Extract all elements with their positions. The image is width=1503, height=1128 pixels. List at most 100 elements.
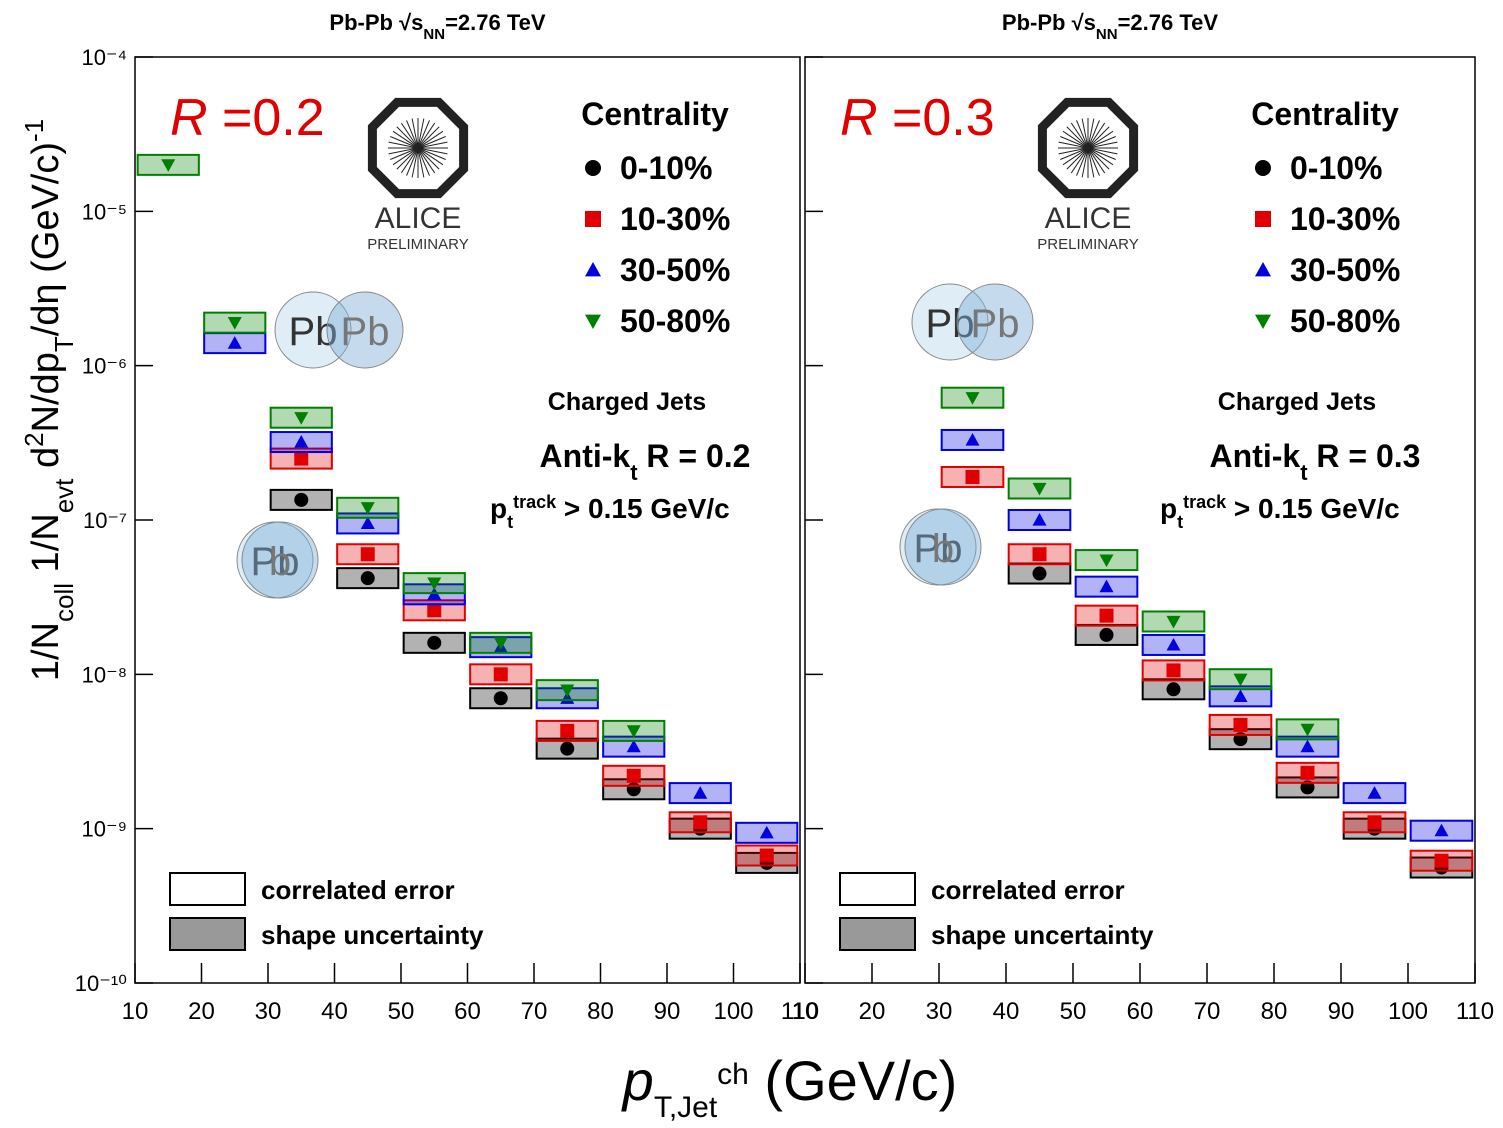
x-tick-label: 110 bbox=[1456, 998, 1494, 1025]
radius-label: R =0.2 bbox=[170, 89, 325, 147]
legend-label: 0-10% bbox=[1290, 150, 1383, 186]
nucleus-label: b bbox=[932, 527, 954, 571]
marker bbox=[1032, 513, 1047, 526]
x-tick-label: 20 bbox=[188, 998, 215, 1025]
x-tick-label: 100 bbox=[1388, 998, 1428, 1025]
marker bbox=[626, 768, 641, 783]
marker bbox=[1032, 566, 1047, 581]
algorithm-part: R = 0.2 bbox=[638, 438, 751, 474]
marker bbox=[965, 432, 980, 446]
track-cut-part: track bbox=[513, 492, 557, 512]
y-axis-label-part: 1/N bbox=[25, 513, 67, 583]
nucleus bbox=[241, 521, 319, 599]
nucleus bbox=[904, 508, 982, 586]
x-tick-label: 80 bbox=[587, 998, 614, 1025]
x-tick-label: 60 bbox=[1127, 998, 1154, 1025]
panel-title-part: NN bbox=[1096, 26, 1118, 43]
nucleus-label: b bbox=[269, 540, 291, 584]
x-tick-label: 40 bbox=[993, 998, 1020, 1025]
error-legend-label: correlated error bbox=[261, 875, 455, 905]
marker bbox=[360, 502, 375, 515]
marker bbox=[161, 159, 176, 172]
marker bbox=[294, 435, 309, 448]
track-cut: pttrack > 0.15 GeV/c bbox=[490, 492, 730, 532]
panel-title: Pb-Pb √sNN=2.76 TeV bbox=[1002, 10, 1218, 43]
y-tick-label: 10⁻⁴ bbox=[81, 45, 127, 70]
marker bbox=[1166, 663, 1181, 678]
marker bbox=[1300, 780, 1315, 795]
x-tick-label: 10 bbox=[792, 998, 819, 1025]
marker bbox=[1099, 608, 1114, 623]
x-tick-label: 70 bbox=[521, 998, 548, 1025]
logo-name: ALICE bbox=[1045, 202, 1132, 235]
marker bbox=[1255, 314, 1271, 329]
algorithm-part: Anti-k bbox=[540, 438, 631, 474]
panel-title-part: =2.76 TeV bbox=[1118, 10, 1219, 35]
track-cut: pttrack > 0.15 GeV/c bbox=[1160, 492, 1400, 532]
legend-label: 10-30% bbox=[620, 201, 730, 237]
radius-label-part: =0.3 bbox=[878, 89, 995, 147]
marker bbox=[493, 667, 508, 682]
marker bbox=[1367, 815, 1382, 830]
y-tick-label: 10⁻⁶ bbox=[82, 354, 127, 379]
y-axis-label-part: coll bbox=[49, 583, 79, 622]
marker bbox=[1233, 673, 1248, 687]
panel-title-part: Pb-Pb √s bbox=[1002, 10, 1096, 35]
error-legend-box bbox=[169, 917, 246, 951]
x-tick-label: 30 bbox=[926, 998, 953, 1025]
x-axis-label-part: p bbox=[621, 1049, 654, 1112]
radius-label: R =0.3 bbox=[840, 89, 995, 147]
marker bbox=[360, 516, 375, 530]
algorithm-part: t bbox=[1300, 460, 1308, 485]
marker bbox=[1166, 682, 1181, 697]
x-axis-label: pT,Jetch (GeV/c) bbox=[621, 1049, 958, 1124]
x-tick-label: 30 bbox=[255, 998, 282, 1025]
error-legend-label: shape uncertainty bbox=[931, 920, 1154, 950]
marker bbox=[1434, 853, 1449, 868]
marker bbox=[1233, 717, 1248, 732]
panel-title-part: NN bbox=[423, 26, 445, 43]
marker bbox=[493, 637, 508, 650]
error-legend-box bbox=[839, 872, 916, 906]
x-axis-label-part: (GeV/c) bbox=[749, 1049, 957, 1112]
logo-sub: PRELIMINARY bbox=[367, 236, 468, 253]
marker bbox=[427, 577, 442, 591]
marker bbox=[585, 314, 601, 329]
annotation: Charged Jets bbox=[548, 388, 706, 416]
marker bbox=[1367, 786, 1382, 799]
y-axis-label-part: 1/N bbox=[25, 622, 67, 681]
marker bbox=[965, 469, 980, 484]
y-tick-label: 10⁻⁵ bbox=[82, 199, 127, 224]
algorithm-part: R = 0.3 bbox=[1308, 438, 1421, 474]
y-axis-label: 1/Ncoll 1/Nevt d2N/dpT/dη (GeV/c)-1 bbox=[19, 119, 79, 681]
marker bbox=[693, 786, 708, 799]
marker bbox=[294, 492, 309, 507]
legend-label: 50-80% bbox=[1290, 303, 1400, 339]
marker bbox=[1255, 211, 1271, 227]
marker bbox=[585, 160, 601, 176]
x-tick-label: 90 bbox=[1328, 998, 1355, 1025]
marker bbox=[585, 211, 601, 227]
track-cut-part: track bbox=[1183, 492, 1227, 512]
algorithm-part: Anti-k bbox=[1210, 438, 1301, 474]
nucleus bbox=[911, 283, 989, 361]
logo-ray bbox=[388, 141, 448, 155]
y-tick-label: 10⁻⁸ bbox=[82, 662, 127, 687]
track-cut-part: > 0.15 GeV/c bbox=[1226, 493, 1400, 524]
radius-label-part: =0.2 bbox=[208, 89, 325, 147]
x-tick-label: 60 bbox=[454, 998, 481, 1025]
nucleus-label: Pb bbox=[971, 302, 1020, 346]
marker bbox=[1032, 547, 1047, 562]
marker bbox=[693, 815, 708, 830]
track-cut-part: t bbox=[1177, 512, 1183, 532]
y-axis-label-part: N/dp bbox=[25, 352, 67, 432]
y-tick-label: 10⁻⁷ bbox=[83, 508, 127, 533]
y-axis-label-part: d bbox=[25, 447, 67, 479]
marker bbox=[1300, 739, 1315, 753]
marker bbox=[560, 723, 575, 738]
marker bbox=[227, 317, 242, 330]
marker bbox=[1166, 615, 1181, 629]
radius-label-part: R bbox=[840, 89, 878, 147]
y-axis-label-part: -1 bbox=[19, 119, 49, 142]
